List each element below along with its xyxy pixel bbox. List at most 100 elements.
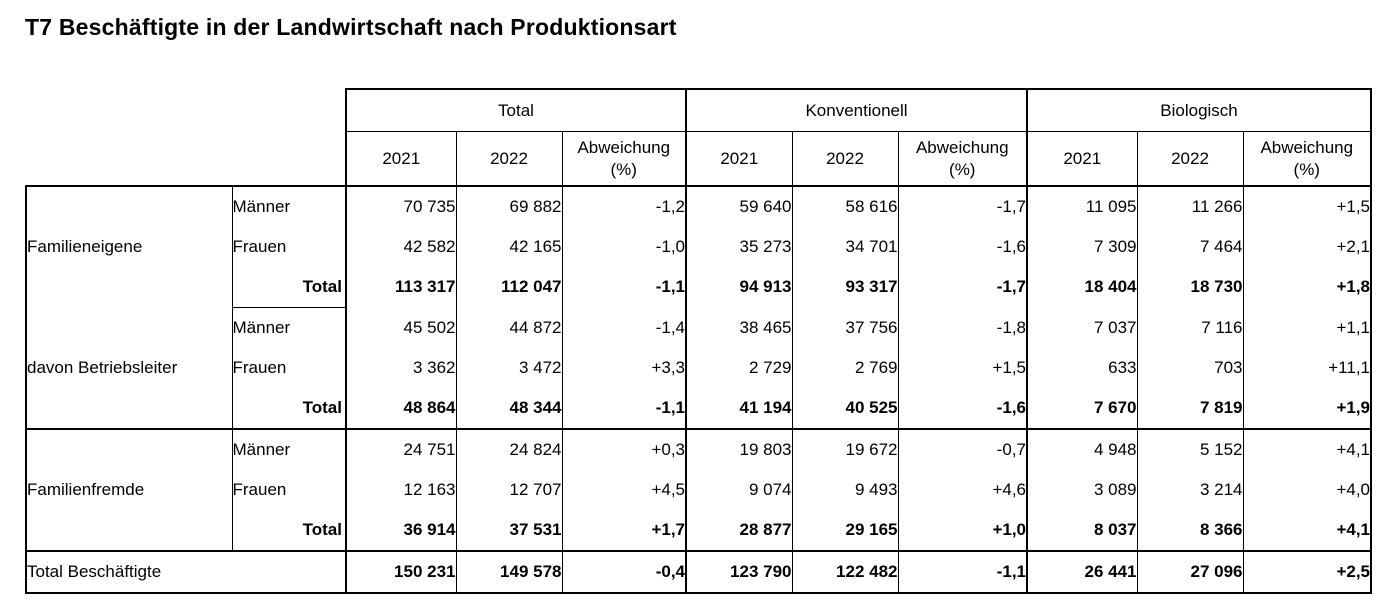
column-header-2021: 2021 xyxy=(1026,131,1138,187)
table-cell: +1,8 xyxy=(1242,267,1373,308)
table-cell: +1,9 xyxy=(1242,388,1373,429)
row-group-label-familieneigene: Familieneigene xyxy=(25,185,233,308)
group-header-total: Total xyxy=(345,88,687,132)
table-cell: 7 670 xyxy=(1026,388,1138,429)
table-cell: 122 482 xyxy=(791,550,898,594)
table-cell: 12 163 xyxy=(345,470,456,510)
table-cell: 3 362 xyxy=(345,348,456,388)
table-row-grand-total: Total Beschäftigte 150 231 149 578 -0,4 … xyxy=(25,550,1373,594)
table-cell: 41 194 xyxy=(685,388,792,429)
table-cell: 7 464 xyxy=(1136,227,1244,267)
table-cell: 19 803 xyxy=(685,428,792,470)
table-row: Familieneigene Männer 70 735 69 882 -1,2… xyxy=(25,185,1373,308)
group-header-konventionell: Konventionell xyxy=(684,88,1029,132)
row-group-label-betriebsleiter: davon Betriebsleiter xyxy=(25,307,233,429)
column-header-abweichung: Abweichung (%) xyxy=(1242,131,1373,187)
header-corner-spacer xyxy=(26,89,346,132)
table-cell: -1,2 xyxy=(561,185,686,227)
table-cell: -1,0 xyxy=(561,227,686,267)
table-cell: +1,1 xyxy=(1242,307,1373,348)
row-sublabel-total: Total xyxy=(302,398,342,417)
table-cell: 37 756 xyxy=(791,307,898,348)
column-header-abweichung: Abweichung (%) xyxy=(561,131,686,187)
table-cell: 703 xyxy=(1136,348,1244,388)
total-row-label: Total Beschäftigte xyxy=(25,550,346,594)
table-cell: 42 582 xyxy=(345,227,456,267)
table-cell: 7 116 xyxy=(1136,307,1244,348)
table-cell: 150 231 xyxy=(345,550,456,594)
table-cell: 12 707 xyxy=(455,470,562,510)
table-cell: 26 441 xyxy=(1026,550,1138,594)
table-cell: 8 037 xyxy=(1026,510,1138,551)
table-cell: 11 095 xyxy=(1026,185,1138,227)
table-cell: 69 882 xyxy=(455,185,562,227)
table-cell: -1,7 xyxy=(897,267,1028,308)
table-cell: +0,3 xyxy=(561,428,686,470)
table-cell: +4,1 xyxy=(1242,428,1373,470)
table-cell: 48 344 xyxy=(455,388,562,429)
column-header-2021: 2021 xyxy=(685,131,792,187)
table-cell: 123 790 xyxy=(685,550,792,594)
table-cell: 93 317 xyxy=(791,267,898,308)
table-cell: -0,7 xyxy=(897,428,1028,470)
table-cell: 8 366 xyxy=(1136,510,1244,551)
table-cell: 36 914 xyxy=(345,510,456,551)
row-sublabel: Männer xyxy=(232,307,346,348)
row-sublabel-total: Total xyxy=(302,520,342,539)
table-cell: -1,6 xyxy=(897,227,1028,267)
table-cell: 9 493 xyxy=(791,470,898,510)
table-cell: 9 074 xyxy=(685,470,792,510)
column-header-2022: 2022 xyxy=(455,131,562,187)
row-sublabel: Frauen xyxy=(232,358,287,377)
table-cell: 18 404 xyxy=(1026,267,1138,308)
table-cell: -1,1 xyxy=(897,550,1028,594)
table-cell: +2,1 xyxy=(1242,227,1373,267)
table-cell: -1,8 xyxy=(897,307,1028,348)
table-cell: 5 152 xyxy=(1136,428,1244,470)
table-cell: 7 037 xyxy=(1026,307,1138,348)
table-cell: -1,1 xyxy=(561,267,686,308)
row-sublabel: Frauen xyxy=(232,237,287,256)
table-row: Frauen 12 163 12 707 +4,5 9 074 9 493 +4… xyxy=(26,470,1373,510)
table-cell: +4,0 xyxy=(1242,470,1373,510)
table-cell: 44 872 xyxy=(455,307,562,348)
table-cell: +1,0 xyxy=(897,510,1028,551)
table-cell: 7 309 xyxy=(1026,227,1138,267)
header-corner-spacer xyxy=(26,132,346,187)
table-cell: 11 266 xyxy=(1136,185,1244,227)
table-cell: 24 751 xyxy=(345,428,456,470)
table-cell: +1,7 xyxy=(561,510,686,551)
row-sublabel: Männer xyxy=(232,428,346,470)
table-cell: 4 948 xyxy=(1026,428,1138,470)
table-cell: +1,5 xyxy=(1242,185,1373,227)
table-cell: 45 502 xyxy=(345,307,456,348)
row-sublabel: Männer xyxy=(232,185,346,227)
row-sublabel-total: Total xyxy=(302,277,342,296)
table-cell: +1,5 xyxy=(897,348,1028,388)
table-title: T7 Beschäftigte in der Landwirtschaft na… xyxy=(25,14,677,40)
table-row-subtotal: Total 48 864 48 344 -1,1 41 194 40 525 -… xyxy=(26,388,1373,429)
table-row: Frauen 42 582 42 165 -1,0 35 273 34 701 … xyxy=(26,227,1373,267)
table-cell: +11,1 xyxy=(1242,348,1373,388)
table-cell: 28 877 xyxy=(685,510,792,551)
table-cell: 7 819 xyxy=(1136,388,1244,429)
table-cell: 2 769 xyxy=(791,348,898,388)
table-cell: +4,5 xyxy=(561,470,686,510)
table-cell: 633 xyxy=(1026,348,1138,388)
table-cell: 70 735 xyxy=(345,185,456,227)
table-cell: 3 089 xyxy=(1026,470,1138,510)
table-cell: 59 640 xyxy=(685,185,792,227)
table-row-subtotal: Total 113 317 112 047 -1,1 94 913 93 317… xyxy=(26,267,1373,308)
table-cell: 29 165 xyxy=(791,510,898,551)
table-cell: 113 317 xyxy=(345,267,456,308)
row-sublabel: Frauen xyxy=(232,480,287,499)
table-cell: 48 864 xyxy=(345,388,456,429)
table-cell: 3 472 xyxy=(455,348,562,388)
table-row: davon Betriebsleiter Männer 45 502 44 87… xyxy=(25,307,1373,429)
table-cell: 38 465 xyxy=(685,307,792,348)
table-cell: 24 824 xyxy=(455,428,562,470)
table-cell: 3 214 xyxy=(1136,470,1244,510)
table-cell: 2 729 xyxy=(685,348,792,388)
table-cell: 19 672 xyxy=(791,428,898,470)
